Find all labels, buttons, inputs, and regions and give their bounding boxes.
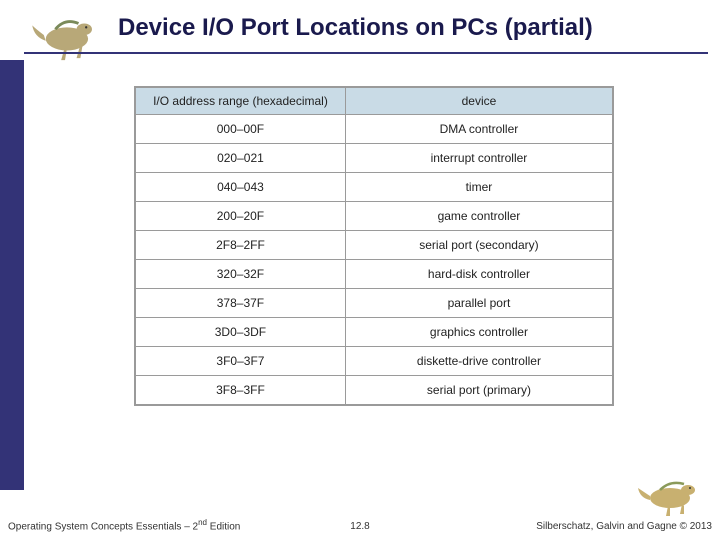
cell-range: 000–00F <box>136 115 346 144</box>
title-rule <box>24 52 708 54</box>
table-row: 3F0–3F7diskette-drive controller <box>136 347 613 376</box>
cell-range: 2F8–2FF <box>136 231 346 260</box>
table-row: 320–32Fhard-disk controller <box>136 260 613 289</box>
page-title: Device I/O Port Locations on PCs (partia… <box>118 14 593 42</box>
column-header-device: device <box>345 88 612 115</box>
footer-page-number: 12.8 <box>350 521 369 532</box>
cell-device: parallel port <box>345 289 612 318</box>
cell-range: 320–32F <box>136 260 346 289</box>
table-row: 020–021interrupt controller <box>136 144 613 173</box>
dinosaur-icon <box>636 476 710 516</box>
table-header-row: I/O address range (hexadecimal) device <box>136 88 613 115</box>
slide: Device I/O Port Locations on PCs (partia… <box>0 0 720 540</box>
cell-device: interrupt controller <box>345 144 612 173</box>
table-row: 3F8–3FFserial port (primary) <box>136 376 613 405</box>
sidebar-accent <box>0 60 24 490</box>
cell-device: diskette-drive controller <box>345 347 612 376</box>
table-row: 2F8–2FFserial port (secondary) <box>136 231 613 260</box>
cell-range: 378–37F <box>136 289 346 318</box>
cell-device: hard-disk controller <box>345 260 612 289</box>
dinosaur-icon <box>26 10 104 62</box>
cell-range: 040–043 <box>136 173 346 202</box>
cell-device: serial port (primary) <box>345 376 612 405</box>
table-row: 000–00FDMA controller <box>136 115 613 144</box>
cell-device: DMA controller <box>345 115 612 144</box>
cell-range: 3F8–3FF <box>136 376 346 405</box>
footer-copyright: Silberschatz, Galvin and Gagne © 2013 <box>536 521 712 532</box>
cell-device: game controller <box>345 202 612 231</box>
cell-range: 3D0–3DF <box>136 318 346 347</box>
table-row: 3D0–3DFgraphics controller <box>136 318 613 347</box>
cell-range: 020–021 <box>136 144 346 173</box>
table-row: 378–37Fparallel port <box>136 289 613 318</box>
cell-device: graphics controller <box>345 318 612 347</box>
footer-book-title: Operating System Concepts Essentials – 2… <box>8 518 240 532</box>
table-row: 200–20Fgame controller <box>136 202 613 231</box>
footer-left-text-b: Edition <box>207 521 240 532</box>
cell-range: 3F0–3F7 <box>136 347 346 376</box>
cell-range: 200–20F <box>136 202 346 231</box>
footer-left-sup: nd <box>198 518 207 527</box>
table-row: 040–043timer <box>136 173 613 202</box>
column-header-range: I/O address range (hexadecimal) <box>136 88 346 115</box>
cell-device: timer <box>345 173 612 202</box>
footer-left-text-a: Operating System Concepts Essentials – 2 <box>8 521 198 532</box>
cell-device: serial port (secondary) <box>345 231 612 260</box>
io-port-table: I/O address range (hexadecimal) device 0… <box>134 86 614 406</box>
